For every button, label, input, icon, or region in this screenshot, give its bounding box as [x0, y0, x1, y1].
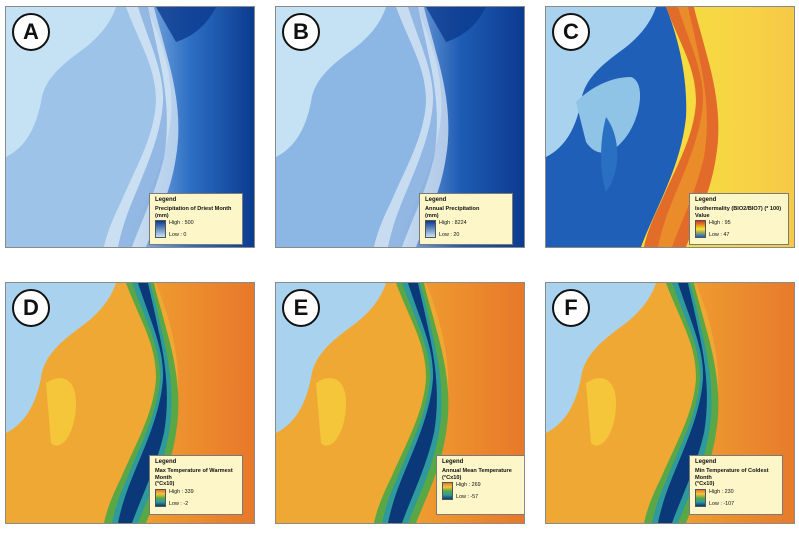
legend-low: Low : 47 — [709, 232, 730, 239]
panel-letter-badge: D — [12, 289, 50, 327]
legend-low: Low : 20 — [439, 232, 460, 239]
legend-values: High : 230 Low : -107 — [709, 489, 734, 507]
map-panel-b: B Legend Annual Precipitation (mm) High … — [275, 6, 525, 248]
legend-ramp-row: High : 230 Low : -107 — [695, 488, 777, 507]
legend-high: High : 500 — [169, 220, 194, 227]
legend-low: Low : 0 — [169, 232, 187, 239]
legend-variable: Precipitation of Driest Month — [155, 206, 232, 212]
color-ramp — [695, 220, 706, 239]
map-panel-c: C Legend Isothermality (BIO2/BIO7) (* 10… — [545, 6, 795, 248]
legend-box: Legend Isothermality (BIO2/BIO7) (* 100)… — [689, 193, 789, 245]
legend-ramp-row: High : 8224 Low : 20 — [425, 220, 507, 239]
legend-ramp-row: High : 95 Low : 47 — [695, 220, 783, 239]
legend-ramp-row: High : 339 Low : -2 — [155, 488, 237, 507]
legend-title: Legend — [155, 459, 177, 465]
legend-ramp-row: High : 500 Low : 0 — [155, 220, 237, 239]
legend-variable: Annual Precipitation — [425, 206, 480, 212]
panel-letter-badge: C — [552, 13, 590, 51]
legend-values: High : 8224 Low : 20 — [439, 220, 467, 238]
legend-values: High : 95 Low : 47 — [709, 220, 731, 238]
map-raster — [6, 7, 254, 247]
panel-letter-badge: F — [552, 289, 590, 327]
color-ramp — [155, 488, 166, 507]
legend-title: Legend — [155, 197, 177, 203]
legend-unit: Value — [695, 212, 710, 219]
legend-unit: (°Cx10) — [442, 474, 462, 481]
color-ramp — [695, 488, 706, 507]
legend-high: High : 8224 — [439, 220, 467, 227]
map-panel-e: E Legend Annual Mean Temperature (°Cx10)… — [275, 282, 525, 524]
legend-high: High : 269 — [456, 482, 481, 489]
color-ramp — [442, 482, 453, 501]
legend-variable: Min Temperature of Coldest Month — [695, 468, 769, 481]
legend-box: Legend Max Temperature of Warmest Month … — [149, 455, 243, 515]
legend-high: High : 230 — [709, 488, 734, 495]
color-ramp — [155, 220, 166, 239]
legend-low: Low : -57 — [456, 494, 479, 501]
map-panel-d: D Legend Max Temperature of Warmest Mont… — [5, 282, 255, 524]
legend-high: High : 95 — [709, 220, 731, 227]
panel-letter-badge: E — [282, 289, 320, 327]
legend-title: Legend — [695, 459, 717, 465]
legend-variable: Isothermality (BIO2/BIO7) (* 100) — [695, 206, 782, 212]
legend-title: Legend — [695, 197, 717, 203]
legend-box: Legend Annual Mean Temperature (°Cx10) H… — [436, 455, 524, 515]
legend-title: Legend — [442, 459, 464, 465]
legend-low: Low : -107 — [709, 500, 735, 507]
panel-letter-badge: A — [12, 13, 50, 51]
legend-title: Legend — [425, 197, 447, 203]
legend-box: Legend Annual Precipitation (mm) High : … — [419, 193, 513, 245]
legend-high: High : 339 — [169, 488, 194, 495]
legend-low: Low : -2 — [169, 500, 189, 507]
legend-variable: Max Temperature of Warmest Month — [155, 468, 233, 481]
legend-values: High : 339 Low : -2 — [169, 489, 194, 507]
map-panel-f: F Legend Min Temperature of Coldest Mont… — [545, 282, 795, 524]
legend-values: High : 269 Low : -57 — [456, 482, 481, 500]
legend-variable: Annual Mean Temperature — [442, 468, 512, 474]
color-ramp — [425, 220, 436, 239]
legend-values: High : 500 Low : 0 — [169, 220, 194, 238]
legend-box: Legend Precipitation of Driest Month (mm… — [149, 193, 243, 245]
legend-box: Legend Min Temperature of Coldest Month … — [689, 455, 783, 515]
legend-unit: (°Cx10) — [695, 481, 715, 488]
panel-letter-badge: B — [282, 13, 320, 51]
legend-unit: (mm) — [425, 212, 439, 219]
legend-unit: (mm) — [155, 212, 169, 219]
map-panel-a: A Legend Precipitation of Driest Month (… — [5, 6, 255, 248]
legend-ramp-row: High : 269 Low : -57 — [442, 482, 524, 501]
legend-unit: (°Cx10) — [155, 481, 175, 488]
